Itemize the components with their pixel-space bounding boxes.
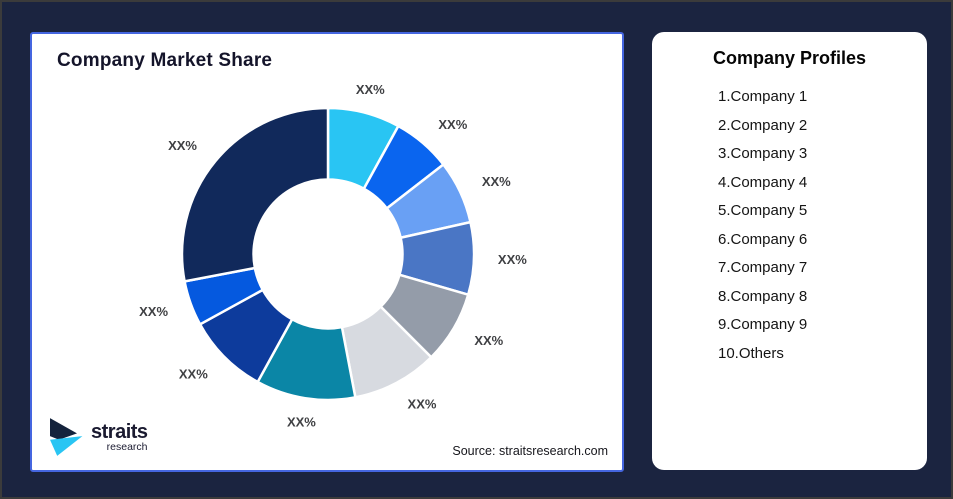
straits-logo-icon (50, 418, 83, 456)
chart-title: Company Market Share (57, 50, 273, 71)
company-profile-item: 4.Company 4 (718, 173, 808, 191)
company-profile-item: 5.Company 5 (718, 202, 808, 219)
market-share-panel: Company Market Share XX% XX% XX% XX% XX% XX% X… (30, 32, 624, 472)
logo-sub-text: research (106, 440, 148, 453)
slice-value-label: XX% (438, 117, 467, 132)
company-profiles-list: 1.Company 1 2.Company 2 3.Company 3 4.Compa… (718, 83, 927, 368)
company-profile-item: 2.Company 2 (718, 116, 808, 134)
slice-value-label: XX% (179, 367, 208, 382)
logo-brand-text: straits (91, 420, 148, 443)
company-profile-item: 10.Others (718, 344, 784, 362)
company-profiles-panel: Company Profiles 1.Company 1 2.Company 2 3… (652, 32, 927, 470)
slice-value-label: XX% (356, 82, 385, 97)
company-profile-item: 6.Company 6 (718, 230, 808, 248)
company-profile-item: 7.Company 7 (718, 259, 808, 276)
source-note: Source: straitsresearch.com (452, 444, 608, 458)
donut-slice-others (180, 106, 330, 283)
slice-value-label: XX% (408, 397, 437, 412)
company-profile-item: 3.Company 3 (718, 145, 808, 162)
slice-value-label: XX% (139, 304, 168, 319)
logo-wordmark: straits research (91, 422, 148, 453)
company-profile-item: 1.Company 1 (718, 88, 808, 105)
slice-value-label: XX% (474, 333, 503, 348)
market-share-donut-chart: XX% XX% XX% XX% XX% XX% XX% XX% XX% XX% (139, 82, 527, 430)
company-profile-item: 9.Company 9 (718, 316, 808, 333)
profiles-title: Company Profiles (712, 48, 867, 68)
slice-value-label: XX% (168, 138, 197, 153)
slice-value-label: XX% (482, 174, 511, 189)
slice-value-label: XX% (287, 414, 316, 429)
slice-value-label: XX% (498, 252, 527, 267)
straits-research-logo: straits research (50, 416, 148, 458)
company-profile-item: 8.Company 8 (718, 287, 808, 305)
